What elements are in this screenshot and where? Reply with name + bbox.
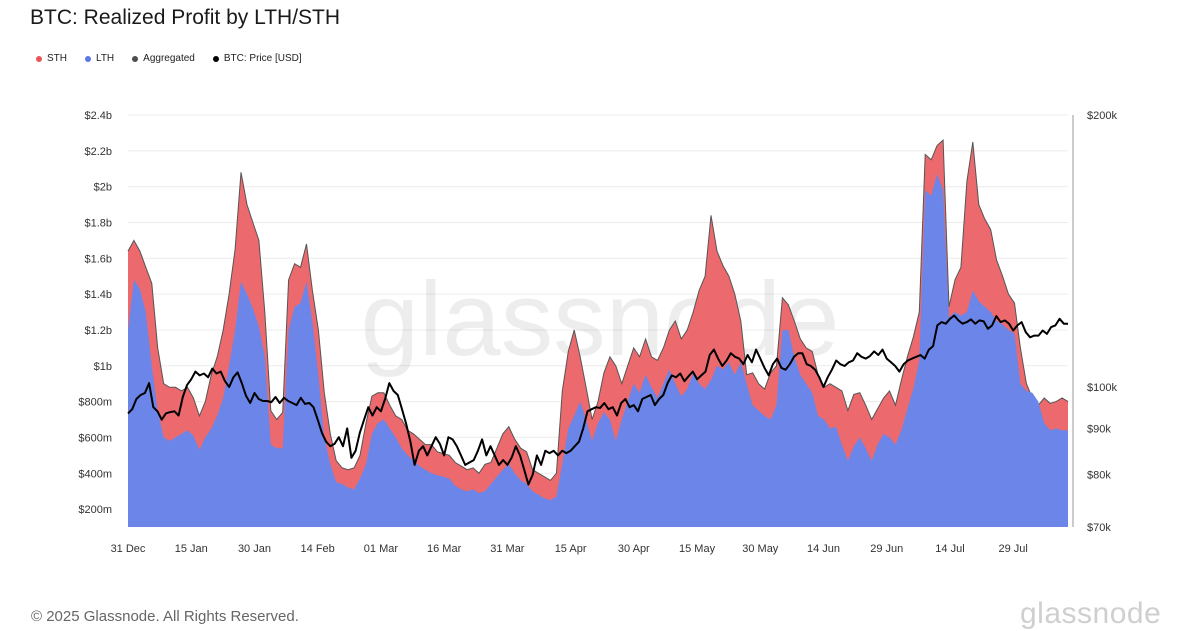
x-tick-label: 31 Mar bbox=[490, 543, 525, 555]
legend-dot-lth bbox=[85, 55, 91, 62]
lth-area bbox=[128, 174, 1068, 527]
y-left-tick-label: $1.2b bbox=[84, 325, 112, 337]
legend-dot-sth bbox=[36, 55, 42, 62]
y-right-tick-label: $70k bbox=[1087, 522, 1111, 534]
y-left-tick-label: $2.2b bbox=[84, 146, 112, 158]
x-axis: 31 Dec 15 Jan 30 Jan 14 Feb 01 Mar 16 Mar 31 M… bbox=[111, 543, 1028, 555]
legend-item-aggregated[interactable]: Aggregated bbox=[132, 53, 195, 64]
x-tick-label: 16 Mar bbox=[427, 543, 462, 555]
x-tick-label: 30 May bbox=[742, 543, 779, 555]
legend-dot-aggregated bbox=[132, 55, 139, 62]
legend-label-lth: LTH bbox=[96, 53, 115, 64]
series-areas bbox=[127, 139, 1069, 527]
chart-watermark: glassnode bbox=[361, 261, 840, 378]
y-left-tick-label: $1b bbox=[94, 361, 112, 373]
legend-dot-price bbox=[212, 55, 219, 62]
x-tick-label: 31 Dec bbox=[111, 543, 146, 555]
y-right-tick-label: $80k bbox=[1087, 470, 1111, 482]
y-right-tick-label: $90k bbox=[1087, 423, 1111, 435]
brand-logo: glassnode bbox=[1020, 597, 1162, 630]
copyright-footer: © 2025 Glassnode. All Rights Reserved. bbox=[31, 608, 299, 625]
aggregated-line bbox=[127, 139, 1069, 482]
x-tick-label: 14 Jul bbox=[935, 543, 964, 555]
x-tick-label: 29 Jun bbox=[870, 543, 903, 555]
left-axis: $200m $400m $600m $800m $1b $1.2b $1.4b $1.6b $1… bbox=[78, 110, 112, 516]
y-left-tick-label: $200m bbox=[78, 504, 112, 516]
chart-title: BTC: Realized Profit by LTH/STH bbox=[30, 6, 341, 29]
x-tick-label: 01 Mar bbox=[364, 543, 399, 555]
y-left-tick-label: $1.4b bbox=[84, 289, 112, 301]
x-tick-label: 15 May bbox=[679, 543, 716, 555]
y-left-tick-label: $600m bbox=[78, 432, 112, 444]
y-left-tick-label: $2.4b bbox=[84, 110, 112, 122]
legend-label-aggregated: Aggregated bbox=[143, 53, 195, 64]
y-left-tick-label: $1.6b bbox=[84, 253, 112, 265]
chart-legend: STH LTH Aggregated BTC: Price [USD] bbox=[36, 53, 302, 64]
y-left-tick-label: $2b bbox=[94, 182, 112, 194]
x-tick-label: 15 Jan bbox=[175, 543, 208, 555]
legend-item-lth[interactable]: LTH bbox=[85, 53, 114, 64]
y-left-tick-label: $800m bbox=[78, 397, 112, 409]
x-tick-label: 14 Jun bbox=[807, 543, 840, 555]
x-tick-label: 15 Apr bbox=[555, 543, 587, 555]
x-tick-label: 14 Feb bbox=[301, 543, 335, 555]
y-right-tick-label: $200k bbox=[1087, 110, 1117, 122]
btc-price-line bbox=[127, 314, 1068, 486]
right-axis: $70k $80k $90k $100k $200k bbox=[1087, 110, 1117, 534]
y-left-tick-label: $400m bbox=[78, 468, 112, 480]
legend-label-sth: STH bbox=[47, 53, 67, 64]
x-tick-label: 30 Jan bbox=[238, 543, 271, 555]
legend-item-price[interactable]: BTC: Price [USD] bbox=[212, 53, 302, 64]
price-series bbox=[127, 314, 1068, 486]
legend-item-sth[interactable]: STH bbox=[36, 53, 67, 64]
x-tick-label: 30 Apr bbox=[618, 543, 650, 555]
y-left-tick-label: $1.8b bbox=[84, 217, 112, 229]
x-tick-label: 29 Jul bbox=[999, 543, 1028, 555]
y-right-tick-label: $100k bbox=[1087, 382, 1117, 394]
legend-label-price: BTC: Price [USD] bbox=[223, 53, 302, 64]
